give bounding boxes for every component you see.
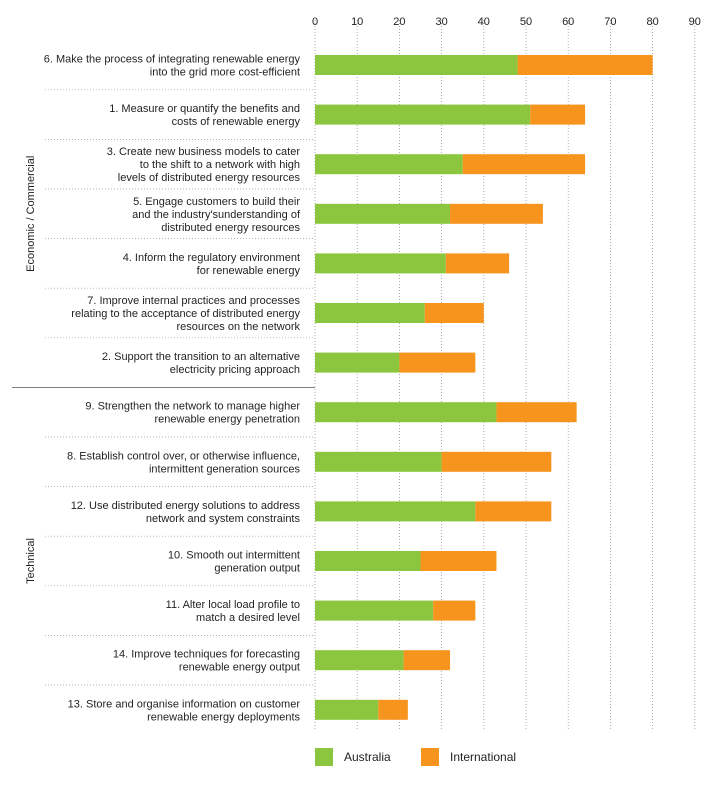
bar-australia [315,600,434,621]
category-label: 8. Establish control over, or otherwise … [67,450,300,462]
bar-australia [315,154,463,175]
bar-international [517,55,653,75]
category-label: resources on the network [176,321,300,333]
legend-swatch-international [421,748,439,766]
x-tick-label: 70 [604,16,616,28]
category-label: match a desired level [196,612,300,624]
category-label: 2. Support the transition to an alternat… [102,351,300,363]
bar-international [441,451,552,472]
x-tick-label: 30 [435,16,447,28]
group-label: Economic / Commercial [25,156,37,272]
category-label: 12. Use distributed energy solutions to … [71,500,301,512]
category-label: for renewable energy [197,265,301,277]
category-label: costs of renewable energy [172,116,301,128]
category-label: renewable energy penetration [154,414,300,426]
category-label: levels of distributed energy resources [118,172,301,184]
category-label: 9. Strengthen the network to manage high… [85,401,300,413]
category-label: renewable energy deployments [147,711,300,723]
bar-international [378,699,408,720]
x-tick-label: 60 [562,16,574,28]
category-label: intermittent generation sources [149,463,301,475]
bar-international [530,104,586,125]
category-label: electricity pricing approach [170,364,300,376]
x-tick-label: 20 [393,16,405,28]
bar-australia [315,501,476,522]
bar-australia [315,253,446,274]
bar-international [420,551,497,571]
category-label: 1. Measure or quantify the benefits and [109,103,300,115]
bar-international [450,203,543,224]
group-label: Technical [25,538,37,584]
category-label: 10. Smooth out intermittent [168,550,300,562]
category-label: 4. Inform the regulatory environment [123,252,300,264]
category-label: 11. Alter local load profile to [166,599,300,611]
bar-international [475,501,552,522]
category-label: distributed energy resources [161,222,300,234]
bar-australia [315,104,531,125]
legend-swatch-australia [315,748,333,766]
category-label: to the shift to a network with high [140,159,300,171]
bar-australia [315,402,497,423]
category-label: 13. Store and organise information on cu… [68,698,301,710]
x-tick-label: 80 [646,16,658,28]
bar-australia [315,699,379,720]
bar-australia [315,352,400,373]
category-label: and the industry'sunderstanding of [132,209,301,221]
category-label: relating to the acceptance of distribute… [71,308,300,320]
x-tick-label: 50 [520,16,532,28]
bar-australia [315,203,451,224]
category-label: into the grid more cost-efficient [150,67,300,79]
x-tick-label: 90 [689,16,701,28]
x-tick-label: 40 [478,16,490,28]
bar-australia [315,55,518,75]
legend-label: Australia [344,750,391,764]
legend-label: International [450,750,516,764]
x-tick-label: 0 [312,16,318,28]
category-label: 6. Make the process of integrating renew… [44,54,301,66]
bar-international [496,402,577,423]
bar-international [445,253,510,274]
bar-international [399,352,476,373]
bar-international [424,303,484,323]
category-label: network and system constraints [146,513,301,525]
category-label: 14. Improve techniques for forecasting [113,649,300,661]
category-label: 3. Create new business models to cater [107,146,301,158]
bar-international [462,154,586,175]
category-label: generation output [214,563,300,575]
bar-australia [315,451,442,472]
category-label: renewable energy output [179,662,300,674]
x-tick-label: 10 [351,16,363,28]
bar-australia [315,551,421,571]
bar-australia [315,650,404,671]
bar-australia [315,303,425,323]
bar-international [433,600,476,621]
category-label: 5. Engage customers to build their [133,196,300,208]
bar-international [403,650,451,671]
category-label: 7. Improve internal practices and proces… [87,295,300,307]
